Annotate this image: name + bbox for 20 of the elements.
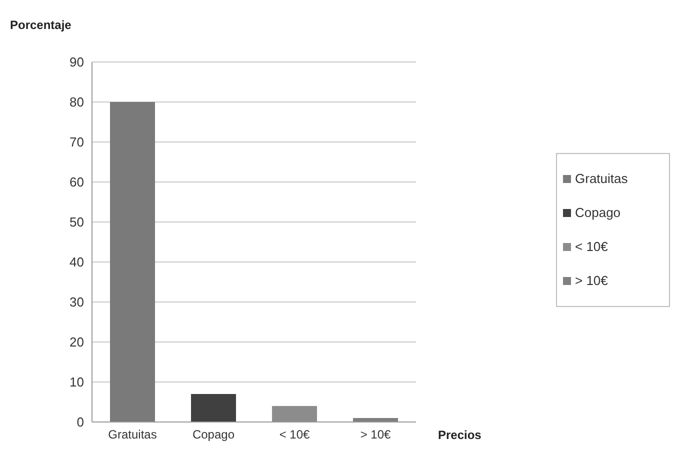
y-tick-label: 70 bbox=[70, 134, 84, 150]
y-tick-label: 20 bbox=[70, 334, 84, 350]
y-tick-label: 30 bbox=[70, 294, 84, 310]
legend-label: > 10€ bbox=[575, 272, 608, 288]
legend-label: Copago bbox=[575, 204, 621, 220]
y-tick-label: 40 bbox=[70, 254, 84, 270]
x-tick-label: Gratuitas bbox=[108, 428, 157, 442]
y-axis-title: Porcentaje bbox=[10, 18, 72, 32]
y-tick-label: 10 bbox=[70, 374, 84, 390]
x-tick-label: < 10€ bbox=[279, 428, 310, 442]
y-tick-label: 60 bbox=[70, 174, 84, 190]
x-tick-label: Copago bbox=[192, 428, 235, 442]
legend-label: Gratuitas bbox=[575, 170, 628, 186]
y-tick-label: 0 bbox=[76, 414, 84, 430]
y-tick-label: 80 bbox=[70, 94, 84, 110]
y-tick-label: 90 bbox=[70, 54, 84, 70]
x-axis-title: Precios bbox=[438, 428, 482, 442]
y-tick-label: 50 bbox=[70, 214, 84, 230]
legend-label: < 10€ bbox=[575, 238, 608, 254]
x-tick-label: > 10€ bbox=[360, 428, 391, 442]
